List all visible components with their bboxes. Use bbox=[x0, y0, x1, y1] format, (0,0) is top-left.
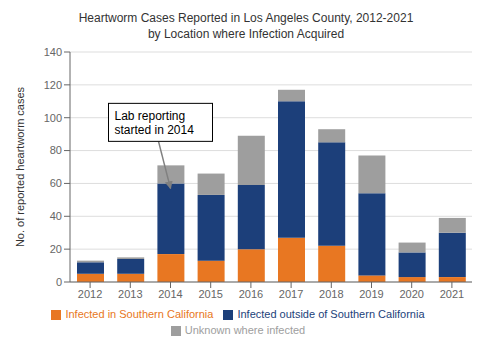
svg-text:2015: 2015 bbox=[198, 288, 222, 300]
html-text:Heartworm Cases Reported in Lo: Heartworm Cases Reported in Los Angeles … bbox=[78, 11, 414, 25]
html-text:Infected outside of Southern C: Infected outside of Southern California bbox=[237, 308, 425, 320]
svg-text:2014: 2014 bbox=[158, 288, 182, 300]
svg-text:2017: 2017 bbox=[279, 288, 303, 300]
svg-text:40: 40 bbox=[50, 210, 62, 222]
svg-text:80: 80 bbox=[50, 144, 62, 156]
html-text:Infected in Southern Californi: Infected in Southern California bbox=[65, 308, 214, 320]
svg-text:100: 100 bbox=[44, 112, 62, 124]
svg-text:2020: 2020 bbox=[399, 288, 423, 300]
svg-text:2016: 2016 bbox=[239, 288, 263, 300]
svg-text:0: 0 bbox=[56, 276, 62, 288]
svg-text:No. of reported heartworm case: No. of reported heartworm cases bbox=[14, 86, 26, 247]
svg-text:Lab reportingstarted in 2014: Lab reportingstarted in 2014 bbox=[115, 109, 195, 137]
html-text:Unknown where infected: Unknown where infected bbox=[184, 324, 306, 336]
svg-text:2013: 2013 bbox=[118, 288, 142, 300]
html-text:by Location where Infection Ac: by Location where Infection Acquired bbox=[147, 27, 345, 41]
svg-text:2019: 2019 bbox=[359, 288, 383, 300]
svg-text:140: 140 bbox=[44, 46, 62, 58]
svg-text:60: 60 bbox=[50, 177, 62, 189]
svg-text:2021: 2021 bbox=[440, 288, 464, 300]
svg-text:2018: 2018 bbox=[319, 288, 343, 300]
svg-text:120: 120 bbox=[44, 79, 62, 91]
svg-text:20: 20 bbox=[50, 243, 62, 255]
svg-text:2012: 2012 bbox=[78, 288, 102, 300]
